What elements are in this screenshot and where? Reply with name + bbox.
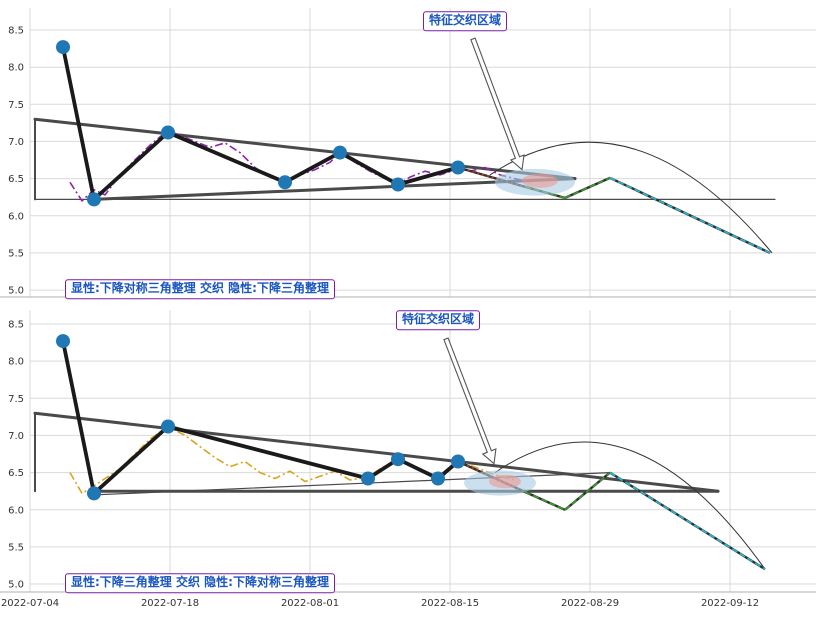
annotation-arrow — [470, 37, 525, 171]
data-point-marker — [87, 192, 101, 207]
forecast-line — [564, 471, 611, 511]
y-tick-label: 6.5 — [8, 468, 24, 479]
x-tick-label: 2022-07-18 — [141, 598, 199, 609]
data-point-marker — [161, 125, 175, 140]
arc-curve — [494, 441, 766, 570]
annotation-arrow — [443, 337, 497, 465]
y-tick-label: 7.0 — [8, 431, 24, 442]
y-tick-label: 5.0 — [8, 286, 24, 297]
trendline — [92, 177, 577, 201]
annotation-box: 特征交织区域 — [395, 310, 481, 331]
data-point-marker — [56, 40, 70, 55]
data-point-marker — [451, 160, 465, 175]
y-tick-label: 8.5 — [8, 26, 24, 37]
data-point-marker — [431, 471, 445, 486]
annotation-box: 特征交织区域 — [422, 11, 508, 31]
x-tick-label: 2022-08-29 — [561, 598, 619, 609]
main-series-line — [61, 339, 460, 496]
y-tick-label: 5.0 — [8, 580, 24, 591]
trendline — [33, 117, 577, 181]
data-point-marker — [333, 145, 347, 160]
forecast-line — [524, 491, 566, 511]
main-series-line — [61, 45, 460, 202]
arc-curve — [489, 141, 773, 254]
forecast-line — [609, 177, 771, 254]
data-point-marker — [361, 471, 375, 486]
y-tick-label: 7.0 — [8, 137, 24, 148]
data-point-marker — [56, 334, 70, 349]
y-tick-label: 7.5 — [8, 394, 24, 405]
x-tick-label: 2022-08-01 — [281, 598, 339, 609]
y-tick-label: 8.0 — [8, 63, 24, 74]
x-tick-label: 2022-09-12 — [701, 598, 759, 609]
x-tick-label: 2022-07-04 — [1, 598, 59, 609]
highlight-ellipse — [489, 474, 521, 489]
data-point-marker — [278, 175, 292, 190]
data-point-marker — [391, 452, 405, 467]
y-tick-label: 7.5 — [8, 100, 24, 111]
y-tick-label: 6.5 — [8, 174, 24, 185]
data-point-marker — [87, 486, 101, 501]
y-tick-label: 6.0 — [8, 211, 24, 222]
highlight-ellipse — [522, 173, 558, 188]
data-point-marker — [391, 177, 405, 192]
data-point-marker — [451, 454, 465, 469]
x-tick-label: 2022-08-15 — [421, 598, 479, 609]
y-tick-label: 8.0 — [8, 357, 24, 368]
pattern-caption: 显性:下降对称三角整理 交织 隐性:下降三角整理 — [65, 279, 335, 300]
y-tick-label: 5.5 — [8, 542, 24, 553]
forecast-line — [564, 177, 611, 199]
y-tick-label: 8.5 — [8, 320, 24, 331]
pattern-caption: 显性:下降三角整理 交织 隐性:下降对称三角整理 — [65, 573, 335, 594]
y-tick-label: 5.5 — [8, 248, 24, 259]
y-tick-label: 6.0 — [8, 505, 24, 516]
forecast-line — [457, 166, 526, 188]
data-point-marker — [161, 419, 175, 434]
forecast-line — [609, 471, 766, 570]
